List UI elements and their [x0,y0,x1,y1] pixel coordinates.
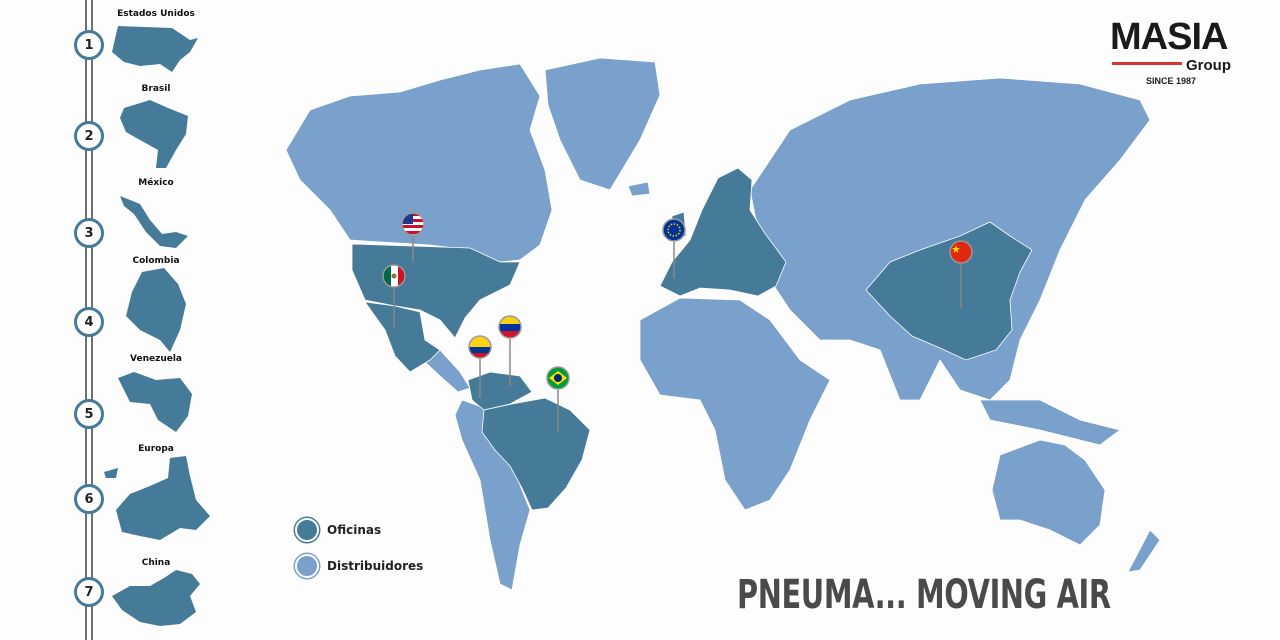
southeast-asia-islands [979,399,1121,446]
step-7-label: China [141,558,171,568]
china-region [865,221,1033,361]
step-4-badge: 4 [74,307,104,337]
distributors-swatch [295,554,319,578]
asia-region [749,77,1151,401]
venezuela-silhouette [118,372,192,432]
usa-flag-icon[interactable] [401,212,425,236]
step-1-badge: 1 [74,30,104,60]
step-7-badge: 7 [74,577,104,607]
europe-region [659,167,787,297]
brazil-flag-icon[interactable] [546,366,570,390]
step-3-label: México [138,178,174,188]
colombia-flag-icon[interactable] [468,335,492,359]
logo-main-text: MASIA [1110,16,1228,58]
step-3-badge: 3 [74,218,104,248]
venezuela-flag-icon[interactable] [498,315,522,339]
legend-distributors-label: Distribuidores [327,559,424,573]
mexico-silhouette [120,196,188,248]
step-6-badge: 6 [74,484,104,514]
colombia-venezuela-region [467,371,533,411]
china-silhouette [112,570,200,626]
legend-distributors: Distribuidores [295,554,423,578]
greenland-region [544,57,661,191]
iceland-region [627,181,651,197]
mexico-region [364,301,441,373]
logo-since-text: SINCE 1987 [1146,76,1197,86]
step-2-label: Brasil [141,84,171,94]
brazil-silhouette [120,100,188,168]
masia-group-logo: MASIA Group SINCE 1987 [1110,18,1245,90]
brazil-region [481,397,591,511]
legend-offices-label: Oficinas [327,523,382,537]
africa-region [639,297,831,511]
logo-red-bar [1112,62,1182,65]
australia-region [991,439,1106,546]
china-flag-icon[interactable] [949,240,973,264]
legend-offices: Oficinas [295,518,381,542]
new-zealand-region [1127,529,1161,573]
step-5-badge: 5 [74,399,104,429]
usa-silhouette [112,26,198,72]
mexico-flag-icon[interactable] [382,264,406,288]
step-5-label: Venezuela [130,354,182,364]
step-4-label: Colombia [132,256,180,266]
europe-silhouette [104,456,210,540]
eu-flag-icon[interactable] [662,218,686,242]
colombia-silhouette [126,268,186,352]
north-america-region [285,63,553,263]
slogan: PNEUMA... MOVING AIR [737,572,1111,618]
offices-swatch [295,518,319,542]
step-1-label: Estados Unidos [117,9,195,19]
logo-group-text: Group [1186,57,1231,74]
step-6-label: Europa [138,444,174,454]
step-2-badge: 2 [74,121,104,151]
